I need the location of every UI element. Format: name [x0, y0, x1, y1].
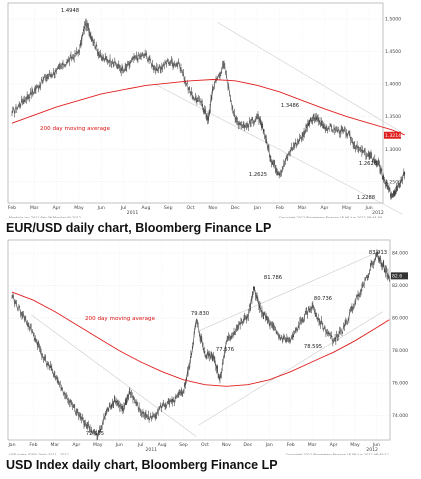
y-tick-label: 80.000 — [392, 316, 408, 322]
last-price-tag — [391, 272, 408, 280]
y-tick-label: 1.5000 — [385, 17, 401, 23]
x-tick-label: Mar — [308, 442, 317, 448]
x-tick-label: Apr — [72, 442, 80, 448]
moving-average-line — [11, 291, 390, 387]
x-tick-label: Mar — [30, 205, 39, 211]
x-tick-label: Nov — [222, 442, 231, 448]
swing-point-label: 1.2626 — [359, 161, 377, 167]
usd-index-chart-panel: 84.000 82.000 80.000 78.000 76.000 74.000 Jan F… — [0, 237, 421, 455]
year-label: 2011 — [127, 210, 139, 216]
moving-average-line — [11, 79, 405, 136]
x-tick-label: Apr — [53, 205, 61, 211]
x-tick-label: Mar — [298, 205, 307, 211]
year-label: 2012 — [366, 447, 378, 453]
x-tick-label: Apr — [330, 442, 338, 448]
trend-channel-line — [198, 249, 383, 332]
y-tick-label: 78.000 — [392, 348, 408, 354]
y-tick-label: 76.000 — [392, 381, 408, 387]
year-label: 2012 — [372, 210, 384, 216]
swing-point-label: 79.830 — [191, 311, 209, 317]
trend-channel-line — [198, 311, 384, 426]
swing-point-label: 72.695 — [86, 431, 104, 437]
swing-point-label: 1.2625 — [249, 172, 267, 178]
source-left: USD Index (DXY) Daily 2011 - 2012 — [9, 453, 69, 455]
x-tick-label: Aug — [141, 205, 150, 211]
moving-average-label: 200 day moving average — [85, 316, 156, 322]
x-tick-label: Dec — [243, 442, 252, 448]
swing-point-label: 77.676 — [216, 347, 234, 353]
x-tick-label: Feb — [287, 442, 295, 448]
last-price-tag — [384, 131, 401, 139]
swing-point-label: 83.913 — [369, 250, 387, 256]
source-right: Copyright 2012 Bloomberg Finance LP 06-J… — [286, 453, 389, 455]
y-tick-label: 1.3000 — [385, 147, 401, 153]
x-tick-label: Oct — [187, 205, 195, 211]
eurusd-chart: 1.5000 1.4500 1.4000 1.3500 1.3000 1.2500 Feb M… — [7, 2, 406, 218]
price-series-line — [11, 20, 406, 197]
x-tick-label: Feb — [276, 205, 284, 211]
x-tick-label: May — [93, 442, 103, 448]
x-tick-label: Feb — [8, 205, 16, 211]
moving-average-label: 200 day moving average — [40, 126, 111, 132]
x-tick-label: May — [342, 205, 352, 211]
x-tick-label: Aug — [158, 442, 167, 448]
x-tick-label: Sep — [179, 442, 188, 448]
plot-area — [7, 239, 391, 441]
plot-area — [7, 2, 384, 204]
x-tick-label: Sep — [164, 205, 173, 211]
y-tick-label: 1.4000 — [385, 82, 401, 88]
swing-point-label: 80.736 — [314, 296, 332, 302]
x-tick-label: May — [350, 442, 360, 448]
x-tick-label: Jun — [364, 205, 372, 211]
x-tick-label: Jan — [7, 442, 15, 448]
x-tick-label: Jan — [253, 205, 261, 211]
swing-point-label: 81.786 — [264, 275, 282, 281]
source-right: Copyright 2012 Bloomberg Finance LP 06-J… — [279, 216, 382, 218]
swing-point-label: 1.2288 — [357, 195, 375, 201]
trend-channel-line — [154, 83, 403, 215]
x-tick-label: May — [74, 205, 84, 211]
swing-point-label: 1.3486 — [281, 103, 299, 109]
y-tick-label: 1.3500 — [385, 114, 401, 120]
eurusd-caption: EUR/USD daily chart, Bloomberg Finance L… — [6, 221, 272, 235]
year-label: 2011 — [145, 447, 157, 453]
x-tick-label: Jun — [372, 442, 380, 448]
trend-channel-line — [31, 314, 197, 437]
last-price-tag-label: 82.6 — [392, 274, 402, 280]
last-price-tag-label: 1.3214 — [385, 133, 401, 139]
usd-index-chart: 84.000 82.000 80.000 78.000 76.000 74.000 Jan F… — [7, 239, 408, 455]
y-tick-label: 84.000 — [392, 251, 408, 257]
y-tick-label: 1.4500 — [385, 49, 401, 55]
trend-channel-line — [217, 22, 403, 134]
x-tick-label: Mar — [51, 442, 60, 448]
x-tick-label: Oct — [201, 442, 209, 448]
x-tick-label: Nov — [208, 205, 217, 211]
y-tick-label: 82.000 — [392, 283, 408, 289]
x-tick-label: Dec — [231, 205, 240, 211]
y-tick-label: 74.000 — [392, 413, 408, 419]
x-tick-label: Feb — [29, 442, 37, 448]
x-tick-label: Jan — [265, 442, 273, 448]
x-tick-label: Jun — [115, 442, 123, 448]
swing-point-label: 1.4948 — [61, 8, 79, 14]
swing-point-label: 78.595 — [304, 344, 322, 350]
x-tick-label: Apr — [320, 205, 328, 211]
x-tick-label: Jul — [120, 205, 127, 211]
eurusd-chart-panel: 1.5000 1.4500 1.4000 1.3500 1.3000 1.2500 Feb M… — [0, 0, 421, 218]
x-tick-label: Jul — [137, 442, 144, 448]
x-tick-label: Jun — [97, 205, 105, 211]
usd-index-caption: USD Index daily chart, Bloomberg Finance… — [6, 458, 278, 472]
price-series-line — [11, 252, 390, 437]
source-left: Monthly: Jan 2011 Feb 09 Mon/Jan/Yr 2012 — [9, 216, 81, 218]
y-tick-label: 1.2500 — [385, 179, 401, 185]
